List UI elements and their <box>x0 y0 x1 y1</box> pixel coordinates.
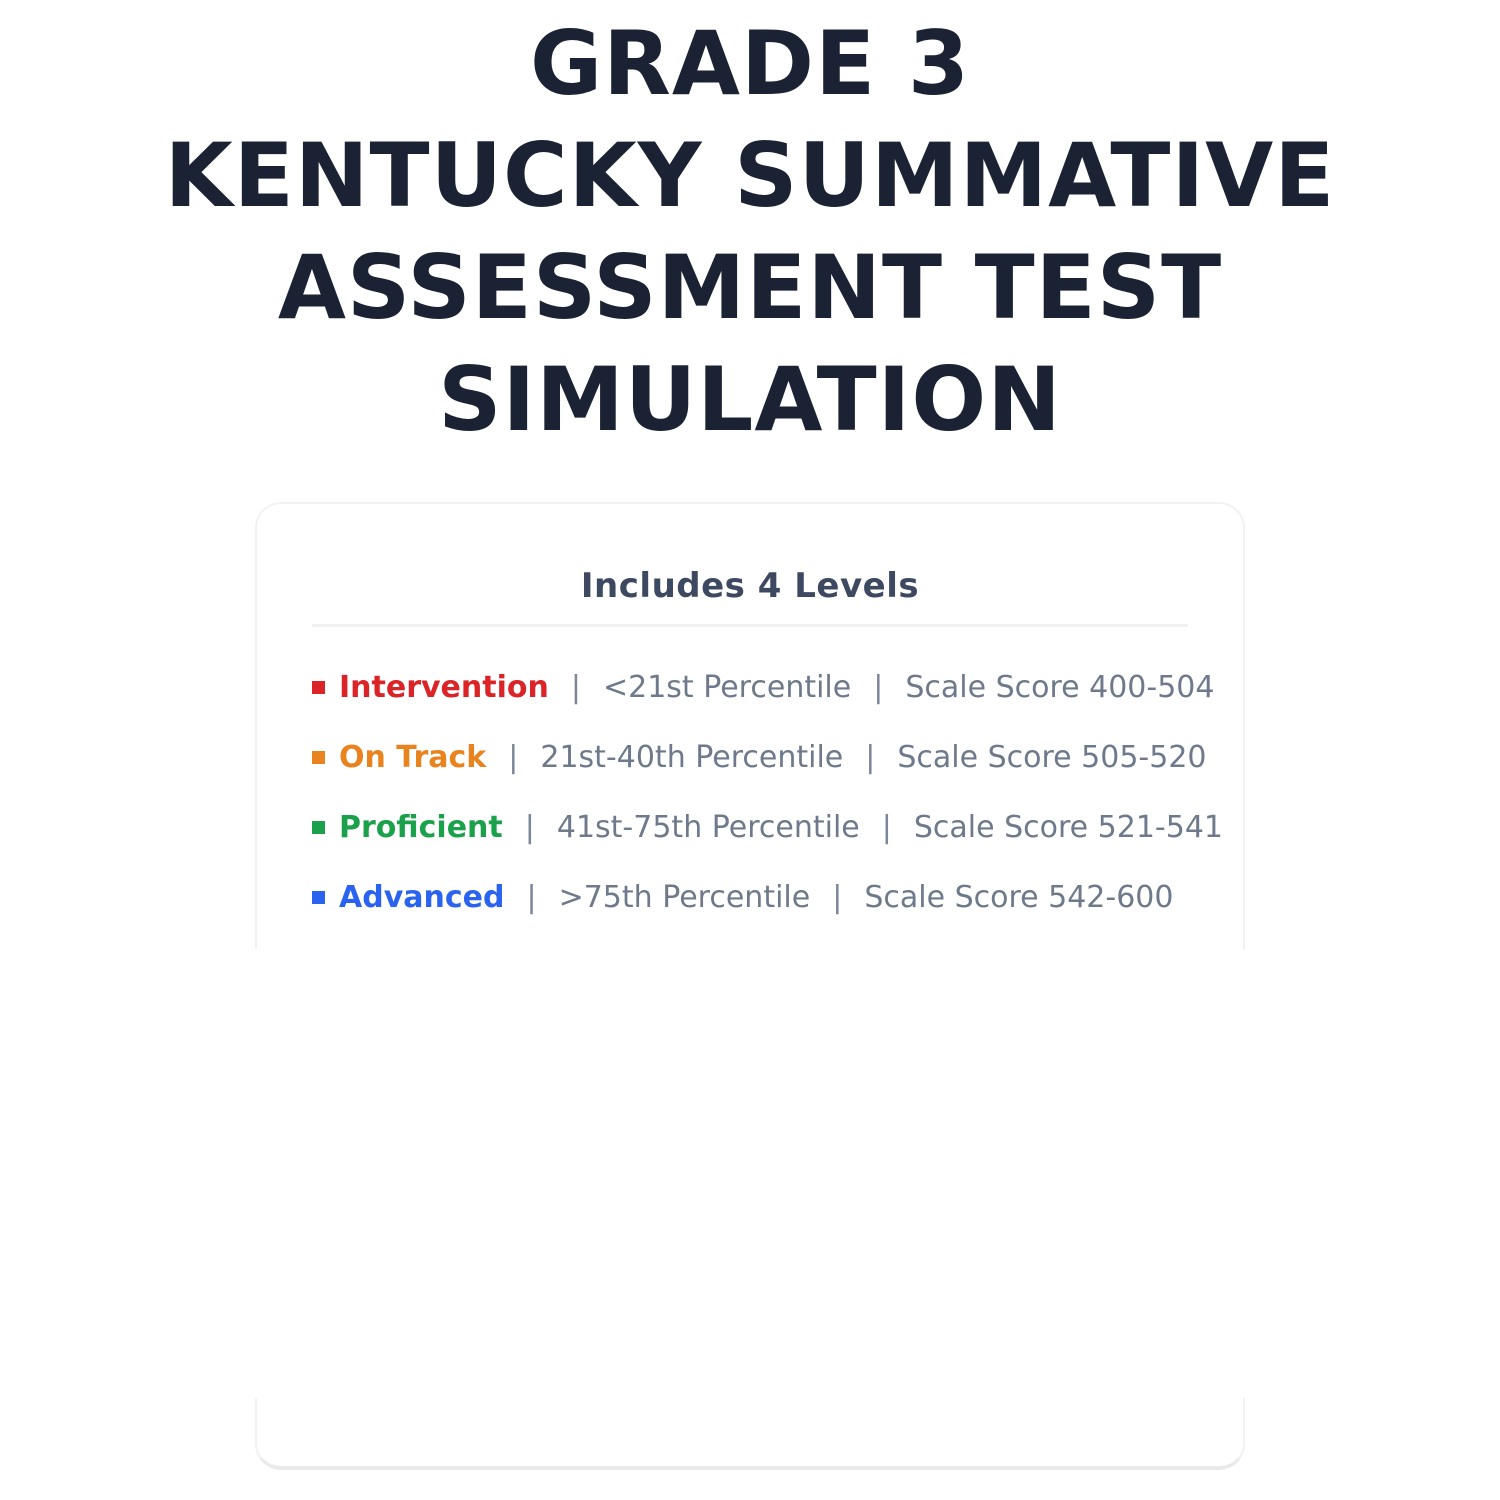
page-title-line-3: ASSESSMENT TEST <box>277 236 1223 339</box>
pipe-separator: | <box>832 879 843 915</box>
level-row-on-track: On Track | 21st-40th Percentile | Scale … <box>312 735 1243 779</box>
square-bullet-icon <box>312 890 325 904</box>
card-heading: Includes 4 Levels <box>580 566 920 606</box>
page-title-line-2: KENTUCKY SUMMATIVE <box>164 124 1336 227</box>
pipe-separator: | <box>524 809 535 845</box>
card-border-mask-right <box>1237 950 1247 1398</box>
level-label: On Track <box>339 739 487 775</box>
level-scale-score: Scale Score 505-520 <box>897 739 1207 775</box>
divider <box>312 624 1188 627</box>
level-scale-score: Scale Score 521-541 <box>913 809 1224 845</box>
pipe-separator: | <box>881 809 892 845</box>
level-row-intervention: Intervention | <21st Percentile | Scale … <box>312 665 1243 709</box>
card-border-mask-left <box>253 950 263 1398</box>
level-percentile: <21st Percentile <box>602 669 852 705</box>
pipe-separator: | <box>526 879 537 915</box>
level-row-advanced: Advanced | >75th Percentile | Scale Scor… <box>312 875 1243 919</box>
pipe-separator: | <box>873 669 884 705</box>
page-title-line-4: SIMULATION <box>438 348 1062 451</box>
level-label: Intervention <box>339 669 549 705</box>
page-title: GRADE 3 KENTUCKY SUMMATIVE ASSESSMENT TE… <box>0 0 1500 456</box>
level-scale-score: Scale Score 400-504 <box>905 669 1215 705</box>
level-percentile: 41st-75th Percentile <box>556 809 860 845</box>
level-percentile: >75th Percentile <box>558 879 811 915</box>
level-percentile: 21st-40th Percentile <box>540 739 844 775</box>
level-label: Advanced <box>339 879 505 915</box>
page-title-line-1: GRADE 3 <box>529 12 971 115</box>
level-scale-score: Scale Score 542-600 <box>864 879 1174 915</box>
level-row-proficient: Proficient | 41st-75th Percentile | Scal… <box>312 805 1243 849</box>
pipe-separator: | <box>508 739 519 775</box>
square-bullet-icon <box>312 750 325 764</box>
pipe-separator: | <box>570 669 581 705</box>
levels-list: Intervention | <21st Percentile | Scale … <box>257 665 1243 919</box>
square-bullet-icon <box>312 680 325 694</box>
square-bullet-icon <box>312 820 325 834</box>
level-label: Proficient <box>339 809 503 845</box>
pipe-separator: | <box>865 739 876 775</box>
levels-card: Includes 4 Levels Intervention | <21st P… <box>253 502 1247 1470</box>
